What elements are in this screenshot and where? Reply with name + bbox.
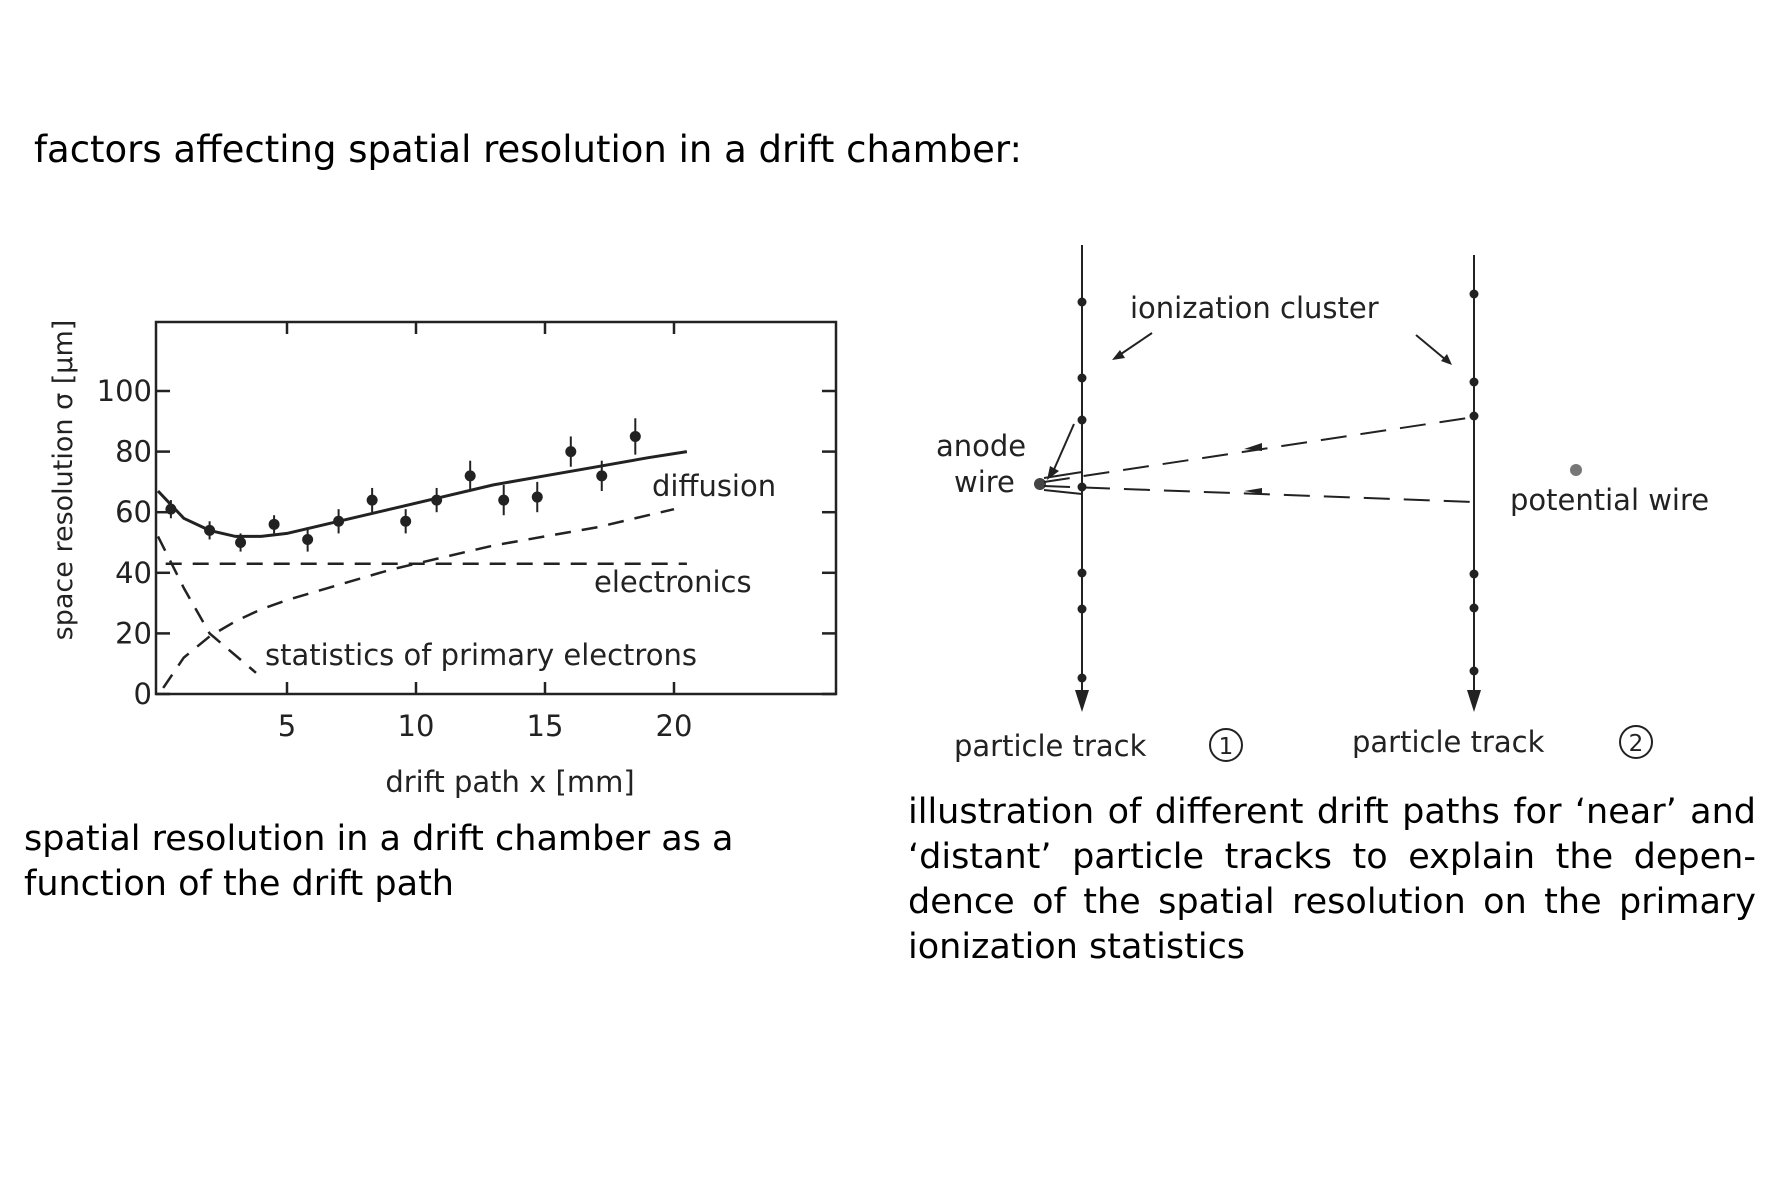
- cluster-dot: [1469, 666, 1479, 676]
- wire-label: wire: [954, 465, 1015, 499]
- series-line-statistics: [156, 535, 257, 674]
- x-tick-label: 5: [278, 709, 296, 743]
- particle-track-2-label: particle track: [1352, 725, 1545, 759]
- anode-pointer: [1051, 423, 1075, 475]
- data-point: [235, 537, 247, 548]
- drift-path-diagram: ionization cluster anode wire potential …: [936, 245, 1709, 763]
- page-heading: factors affecting spatial resolution in …: [34, 128, 1022, 171]
- cluster-dot: [1469, 377, 1479, 387]
- cluster-dot: [1077, 373, 1087, 383]
- cluster-dot: [1077, 415, 1087, 425]
- cluster-arrow-left-head: [1112, 350, 1125, 360]
- y-tick-label: 20: [115, 616, 152, 650]
- ionization-cluster-label: ionization cluster: [1130, 291, 1379, 325]
- plot-frame: [154, 320, 838, 696]
- track-1-clusters: [1077, 297, 1087, 683]
- cluster-dot: [1077, 482, 1087, 492]
- data-point: [366, 494, 378, 506]
- anode-pointer-head: [1047, 466, 1059, 480]
- anode-wire-dot: [1034, 478, 1046, 490]
- y-tick-label: 80: [115, 435, 152, 469]
- cluster-arrow-right-head: [1441, 354, 1452, 365]
- track-2-clusters: [1469, 289, 1479, 676]
- x-tick-label: 20: [656, 709, 693, 743]
- chart-ticks: 5 10 15 20 0 20 40 60 80 100: [97, 322, 836, 743]
- data-point: [431, 494, 443, 506]
- data-point: [498, 494, 510, 506]
- potential-wire-label: potential wire: [1510, 483, 1709, 517]
- cluster-dot: [1077, 673, 1087, 683]
- data-point: [596, 470, 608, 482]
- x-axis-label: drift path x [mm]: [385, 765, 634, 799]
- potential-wire-dot: [1570, 464, 1582, 476]
- cluster-arrow-left: [1117, 332, 1153, 357]
- y-tick-label: 100: [97, 374, 152, 408]
- cluster-dot: [1077, 604, 1087, 614]
- diffusion-annotation: diffusion: [652, 469, 776, 503]
- data-point: [400, 515, 412, 527]
- cluster-dot: [1469, 411, 1479, 421]
- data-point: [333, 515, 345, 527]
- data-point: [302, 533, 314, 545]
- track-1-number-circle: [1209, 728, 1243, 762]
- track-1-number: 1: [1219, 734, 1234, 760]
- data-point: [464, 470, 476, 482]
- data-point: [165, 503, 177, 515]
- data-point: [268, 518, 280, 530]
- cluster-dot: [1469, 569, 1479, 579]
- resolution-chart: 5 10 15 20 0 20 40 60 80 100 space resolution σ […: [48, 320, 838, 799]
- data-point: [629, 430, 641, 442]
- data-point: [531, 491, 543, 503]
- particle-track-1-label: particle track: [954, 729, 1147, 763]
- cluster-dot: [1469, 603, 1479, 613]
- chart-caption: spatial resolution in a drift chamber as…: [24, 819, 734, 904]
- drift-path-near-2: [1043, 489, 1083, 495]
- cluster-arrow-right: [1415, 334, 1447, 361]
- y-tick-label: 60: [115, 495, 152, 529]
- track-2-number-circle: [1619, 725, 1653, 759]
- drift-arrow-lower: [1244, 488, 1262, 494]
- data-point: [565, 446, 577, 458]
- y-tick-label: 40: [115, 556, 152, 590]
- drift-arrow-upper: [1244, 443, 1262, 451]
- track-1-arrowhead: [1075, 690, 1089, 712]
- cluster-dot: [1077, 568, 1087, 578]
- diagram-caption: illustration of different drift paths fo…: [908, 792, 1756, 967]
- y-axis-label: space resolution σ [μm]: [48, 320, 79, 641]
- x-tick-label: 10: [398, 709, 435, 743]
- track-2-arrowhead: [1467, 690, 1481, 712]
- cluster-dot: [1077, 297, 1087, 307]
- x-tick-label: 15: [527, 709, 564, 743]
- cluster-dot: [1469, 289, 1479, 299]
- chart-frame: [154, 320, 838, 696]
- data-point: [204, 524, 216, 536]
- electronics-annotation: electronics: [594, 565, 752, 599]
- y-tick-label: 0: [134, 677, 152, 711]
- track-2-number: 2: [1629, 731, 1644, 757]
- chart-points: [165, 418, 641, 552]
- series-line-dashed-1: [162, 507, 675, 689]
- statistics-annotation: statistics of primary electrons: [265, 638, 697, 672]
- anode-label: anode: [936, 429, 1026, 463]
- drift-path-distant-lower: [1043, 485, 1475, 503]
